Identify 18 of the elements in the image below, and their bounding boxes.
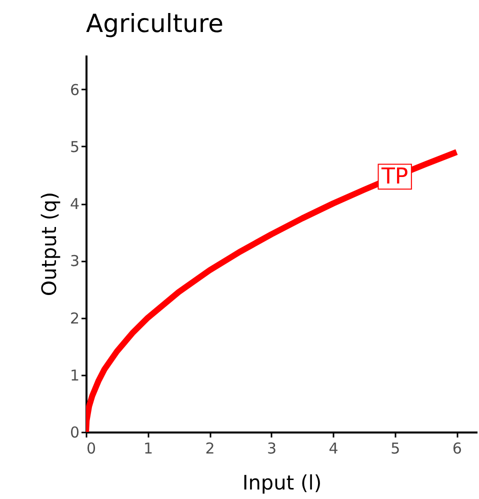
x-tick-label: 2 xyxy=(205,440,215,458)
x-tick-label: 5 xyxy=(390,440,400,458)
annotation: TP xyxy=(380,164,408,190)
x-tick-label: 3 xyxy=(267,440,277,458)
y-tick-label: 2 xyxy=(70,309,80,328)
y-tick-label: 4 xyxy=(70,195,80,214)
y-tick-label: 0 xyxy=(70,424,80,442)
y-tick-label: 3 xyxy=(70,252,80,270)
x-tick-label: 1 xyxy=(143,440,154,458)
y-tick-label: 6 xyxy=(70,80,80,99)
chart-title: Agriculture xyxy=(86,9,224,38)
y-tick-label: 5 xyxy=(70,138,80,156)
y-tick-label: 1 xyxy=(70,366,80,384)
x-tick-label: 0 xyxy=(86,440,96,458)
x-axis-title: Input (l) xyxy=(242,470,322,494)
x-tick-label: 4 xyxy=(328,440,338,458)
y-axis-title: Output (q) xyxy=(36,192,61,296)
x-tick-label: 6 xyxy=(452,440,462,458)
